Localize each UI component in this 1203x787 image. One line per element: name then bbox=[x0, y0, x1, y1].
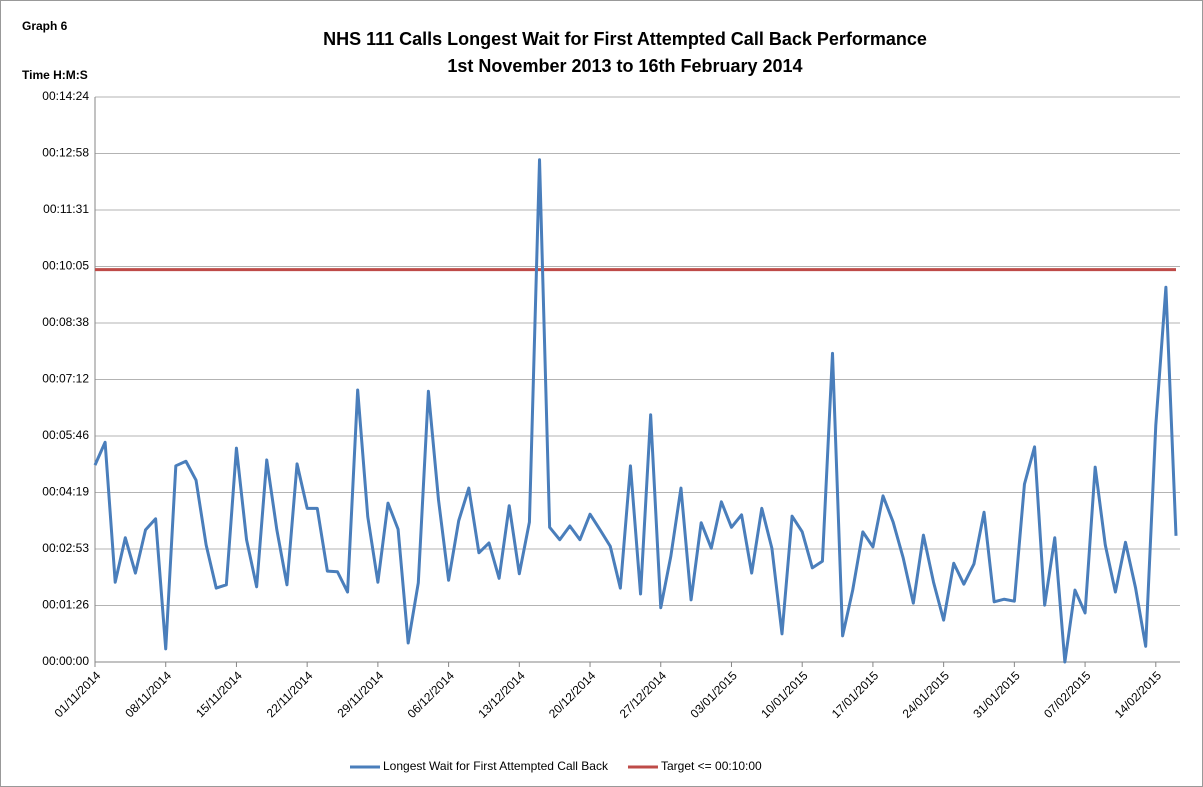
y-tick-label: 00:10:05 bbox=[42, 259, 89, 273]
graph-label: Graph 6 bbox=[22, 19, 68, 33]
y-tick-label: 00:05:46 bbox=[42, 428, 89, 442]
y-tick-label: 00:02:53 bbox=[42, 541, 89, 555]
y-tick-label: 00:12:58 bbox=[42, 146, 89, 160]
y-tick-label: 00:00:00 bbox=[42, 654, 89, 668]
y-tick-label: 00:14:24 bbox=[42, 89, 89, 103]
y-axis-label: Time H:M:S bbox=[22, 68, 88, 82]
y-tick-label: 00:07:12 bbox=[42, 372, 89, 386]
y-tick-label: 00:11:31 bbox=[43, 202, 89, 216]
chart-title: NHS 111 Calls Longest Wait for First Att… bbox=[323, 29, 927, 49]
data-line bbox=[93, 158, 1178, 664]
y-tick-label: 00:01:26 bbox=[42, 598, 89, 612]
chart-title: 1st November 2013 to 16th February 2014 bbox=[447, 56, 802, 76]
y-tick-label: 00:08:38 bbox=[42, 315, 89, 329]
legend-label: Target <= 00:10:00 bbox=[661, 759, 762, 773]
y-tick-label: 00:04:19 bbox=[42, 485, 89, 499]
legend-label: Longest Wait for First Attempted Call Ba… bbox=[383, 759, 609, 773]
